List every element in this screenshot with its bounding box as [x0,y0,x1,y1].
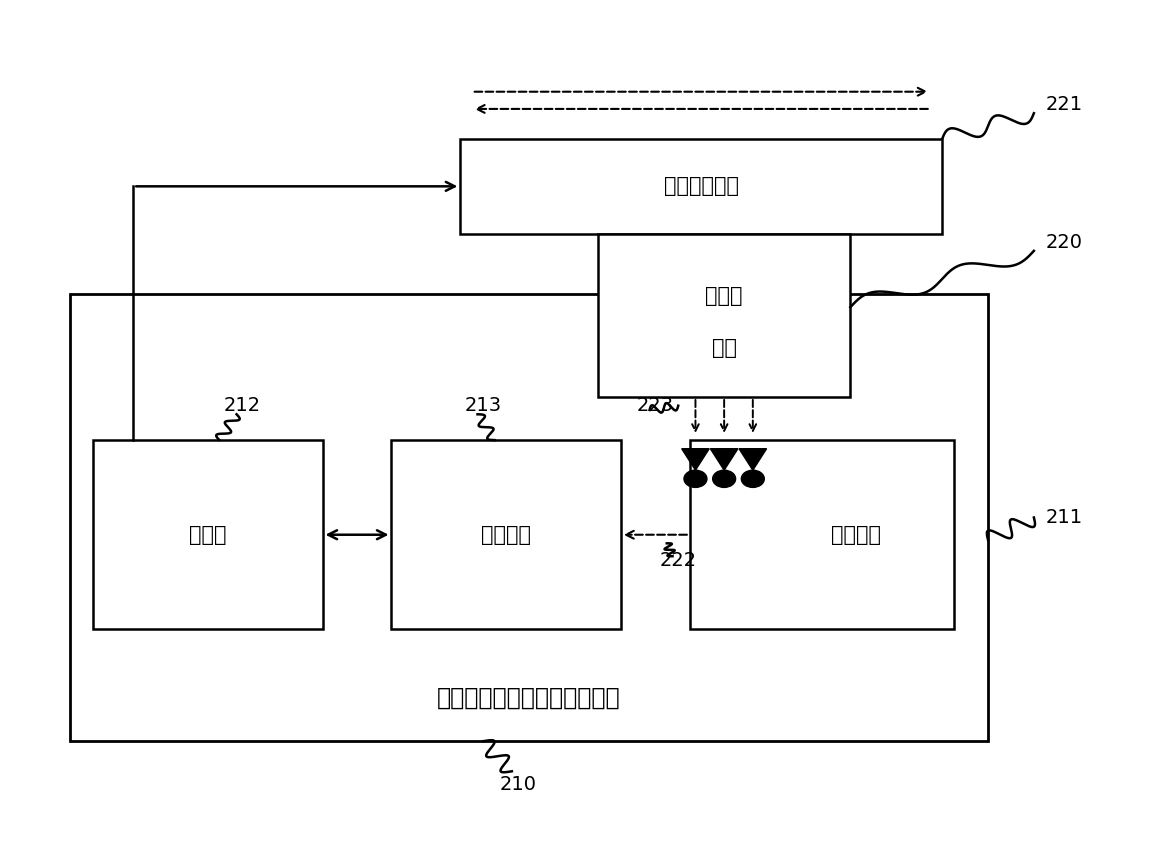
Text: 墨滴滴落位置偏移的校正系统: 墨滴滴落位置偏移的校正系统 [437,686,621,710]
Bar [391,440,621,629]
Text: 222: 222 [660,551,697,570]
Bar [690,440,953,629]
Polygon shape [711,449,738,470]
Text: 移动控制装置: 移动控制装置 [664,176,738,197]
Text: 213: 213 [465,396,501,415]
Polygon shape [739,449,767,470]
Text: 探测装置: 探测装置 [481,525,531,545]
Text: 221: 221 [1045,95,1082,114]
Bar [598,234,850,397]
Circle shape [684,470,707,488]
Text: 印头: 印头 [712,338,737,358]
Polygon shape [682,449,710,470]
Text: 223: 223 [637,396,674,415]
Circle shape [713,470,736,488]
Text: 计算机: 计算机 [189,525,227,545]
Text: 210: 210 [499,775,536,794]
Bar [70,294,988,741]
Text: 220: 220 [1045,233,1082,252]
Text: 211: 211 [1045,508,1082,527]
Bar [460,139,942,234]
Bar [93,440,323,629]
Text: 喷墨打: 喷墨打 [705,286,743,306]
Text: 212: 212 [224,396,261,415]
Text: 测试基底: 测试基底 [831,525,881,545]
Circle shape [742,470,765,488]
